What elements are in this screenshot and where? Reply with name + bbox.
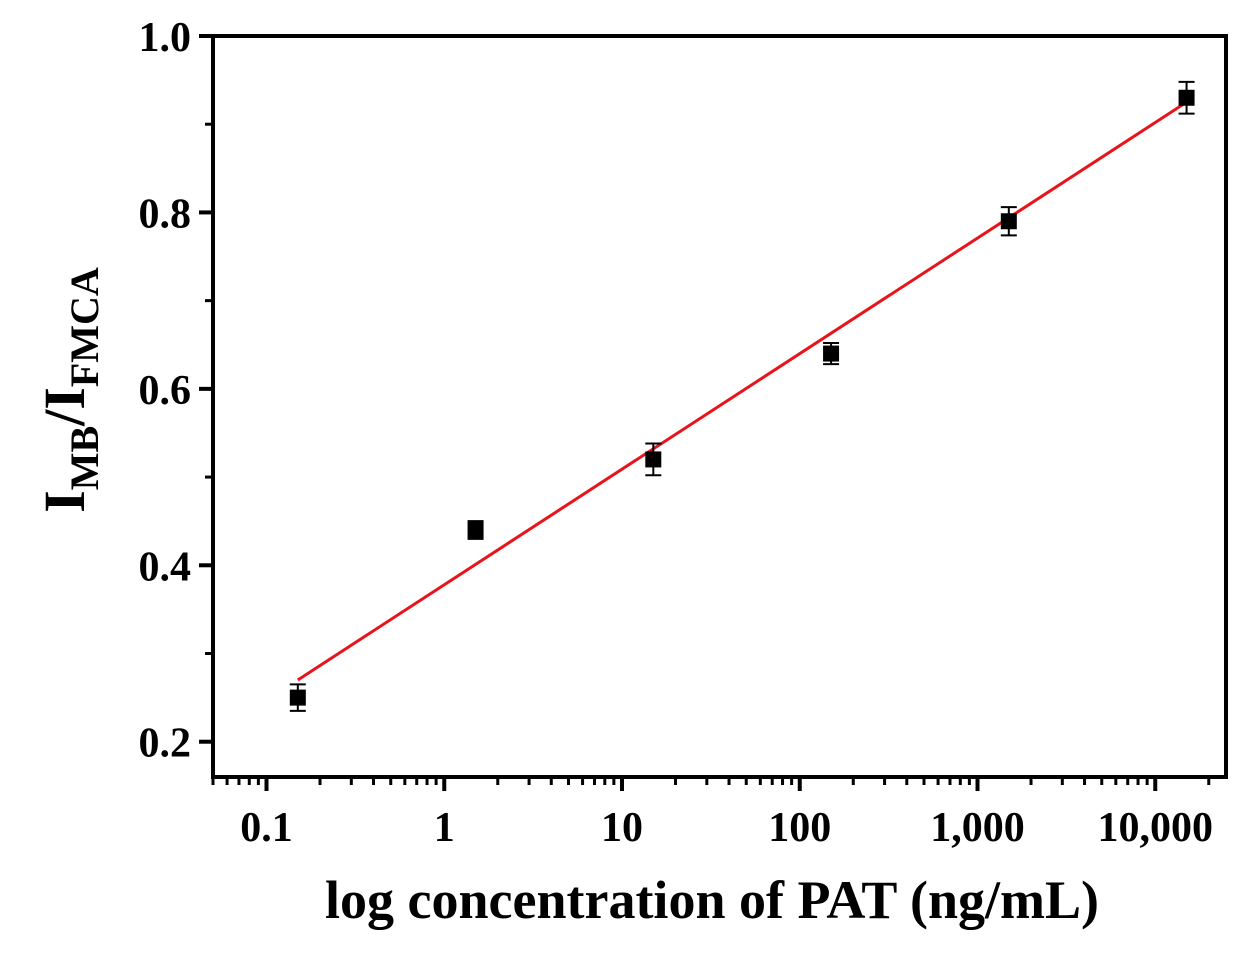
- fit-line: [296, 100, 1188, 682]
- data-marker: [1000, 213, 1017, 230]
- data-marker: [823, 345, 840, 362]
- y-axis-title-main: I: [32, 490, 97, 513]
- plot-frame: [211, 34, 1228, 779]
- y-tick-label: 1.0: [139, 15, 192, 61]
- y-tick-label: 0.8: [139, 191, 192, 237]
- x-tick-label: 10,000: [1098, 805, 1214, 851]
- x-tick-label: 1: [434, 805, 455, 851]
- data-marker: [289, 689, 306, 706]
- y-axis-title-sub1: MB: [62, 426, 107, 490]
- y-axis-ticks: 0.2 0.4 0.6 0.8 1.0: [139, 15, 213, 767]
- x-tick-label: 1,000: [930, 805, 1025, 851]
- x-axis-title: log concentration of PAT (ng/mL): [325, 870, 1099, 930]
- y-axis-title: IMB/IFMCA: [32, 267, 107, 513]
- y-tick-label: 0.6: [139, 368, 192, 414]
- x-tick-label: 10: [601, 805, 643, 851]
- y-tick-label: 0.2: [139, 721, 192, 767]
- x-axis-ticks: 0.1 1 10 100 1,000 10,000: [211, 777, 1214, 851]
- y-axis-title-slash: /I: [32, 387, 97, 427]
- x-tick-label: 100: [768, 805, 831, 851]
- y-axis-title-sub2: FMCA: [62, 267, 107, 387]
- data-point: [645, 442, 662, 477]
- plot-border: [211, 34, 1228, 779]
- data-point: [823, 341, 840, 366]
- data-points: [289, 80, 1195, 712]
- data-marker: [645, 451, 662, 468]
- data-point: [467, 520, 484, 540]
- fit-line-group: [296, 100, 1188, 682]
- data-point: [1000, 206, 1017, 237]
- data-point: [1178, 80, 1195, 115]
- x-tick-label: 0.1: [240, 805, 293, 851]
- data-point: [289, 683, 306, 712]
- data-marker: [467, 522, 484, 538]
- y-tick-label: 0.4: [139, 544, 192, 590]
- data-marker: [1178, 89, 1195, 106]
